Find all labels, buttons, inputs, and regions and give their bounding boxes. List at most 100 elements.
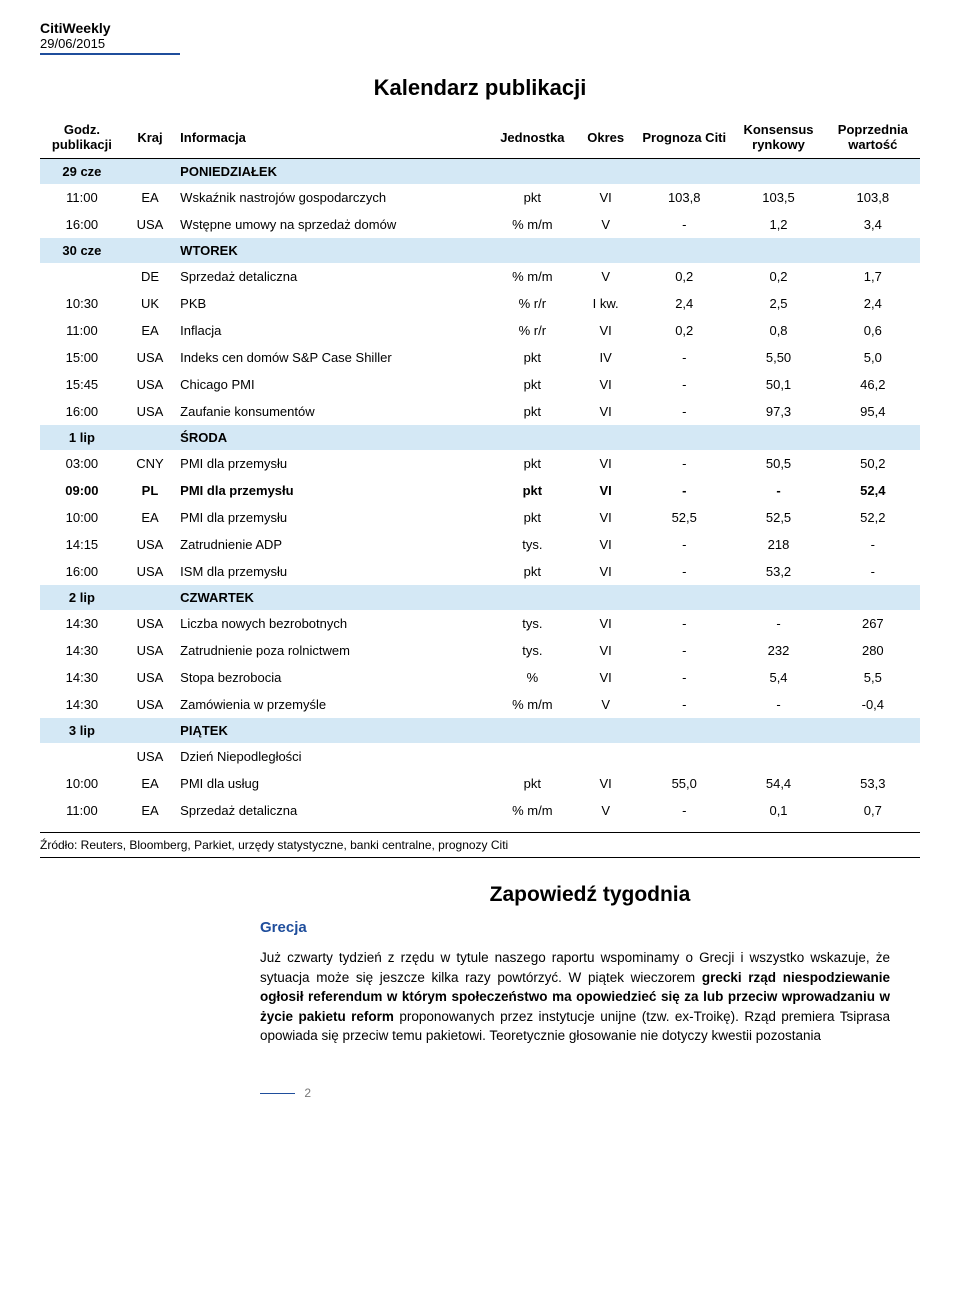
cell-time: 11:00 bbox=[40, 317, 124, 344]
cell-info: Wskaźnik nastrojów gospodarczych bbox=[176, 184, 490, 211]
cell-time: 03:00 bbox=[40, 450, 124, 477]
table-row: 15:45USAChicago PMIpktVI-50,146,2 bbox=[40, 371, 920, 398]
cell-time: 11:00 bbox=[40, 797, 124, 824]
cell-unit: pkt bbox=[490, 450, 574, 477]
calendar-table-body: 29 czePONIEDZIAŁEK11:00EAWskaźnik nastro… bbox=[40, 159, 920, 825]
cell-prognoza: - bbox=[637, 637, 731, 664]
table-row: 11:00EASprzedaż detaliczna% m/mV-0,10,7 bbox=[40, 797, 920, 824]
table-row: 14:30USAStopa bezrobocia%VI-5,45,5 bbox=[40, 664, 920, 691]
cell-time bbox=[40, 263, 124, 290]
cell-info: Wstępne umowy na sprzedaż domów bbox=[176, 211, 490, 238]
cell-poprzednia: - bbox=[826, 531, 920, 558]
cell-unit: pkt bbox=[490, 371, 574, 398]
cell-konsensus: 103,5 bbox=[731, 184, 825, 211]
cell-info: Indeks cen domów S&P Case Shiller bbox=[176, 344, 490, 371]
source-note: Źródło: Reuters, Bloomberg, Parkiet, urz… bbox=[40, 832, 920, 858]
cell-poprzednia: 46,2 bbox=[826, 371, 920, 398]
day-blank bbox=[574, 159, 637, 185]
cell-konsensus: 218 bbox=[731, 531, 825, 558]
cell-time bbox=[40, 743, 124, 770]
cell-konsensus: 1,2 bbox=[731, 211, 825, 238]
cell-konsensus: 54,4 bbox=[731, 770, 825, 797]
col-prognoza-header: Prognoza Citi bbox=[637, 116, 731, 159]
cell-poprzednia: 52,4 bbox=[826, 477, 920, 504]
cell-country: EA bbox=[124, 317, 176, 344]
cell-info: PMI dla usług bbox=[176, 770, 490, 797]
day-name: ŚRODA bbox=[176, 425, 490, 450]
day-blank bbox=[574, 238, 637, 263]
cell-poprzednia: 50,2 bbox=[826, 450, 920, 477]
day-date: 3 lip bbox=[40, 718, 124, 743]
cell-time: 14:30 bbox=[40, 664, 124, 691]
cell-country: UK bbox=[124, 290, 176, 317]
page-number: 2 bbox=[260, 1086, 920, 1100]
cell-period bbox=[574, 743, 637, 770]
day-blank bbox=[124, 425, 176, 450]
cell-period: VI bbox=[574, 610, 637, 637]
cell-prognoza: - bbox=[637, 477, 731, 504]
cell-konsensus: 0,8 bbox=[731, 317, 825, 344]
day-blank bbox=[574, 585, 637, 610]
table-row: 10:00EAPMI dla usługpktVI55,054,453,3 bbox=[40, 770, 920, 797]
day-header-row: 29 czePONIEDZIAŁEK bbox=[40, 159, 920, 185]
table-row: 14:30USAZamówienia w przemyśle% m/mV---0… bbox=[40, 691, 920, 718]
cell-info: Liczba nowych bezrobotnych bbox=[176, 610, 490, 637]
brand-name: CitiWeekly bbox=[40, 20, 920, 36]
page-number-line bbox=[260, 1093, 295, 1095]
cell-poprzednia: 0,6 bbox=[826, 317, 920, 344]
cell-prognoza: - bbox=[637, 371, 731, 398]
cell-period: VI bbox=[574, 477, 637, 504]
cell-period: VI bbox=[574, 664, 637, 691]
table-row: 14:30USAZatrudnienie poza rolnictwemtys.… bbox=[40, 637, 920, 664]
table-row: 14:15USAZatrudnienie ADPtys.VI-218- bbox=[40, 531, 920, 558]
cell-info: PMI dla przemysłu bbox=[176, 504, 490, 531]
cell-unit: pkt bbox=[490, 770, 574, 797]
cell-info: Zamówienia w przemyśle bbox=[176, 691, 490, 718]
cell-unit: pkt bbox=[490, 398, 574, 425]
day-header-row: 1 lipŚRODA bbox=[40, 425, 920, 450]
cell-unit: pkt bbox=[490, 477, 574, 504]
day-blank bbox=[637, 238, 731, 263]
day-blank bbox=[826, 425, 920, 450]
day-blank bbox=[490, 238, 574, 263]
cell-prognoza: - bbox=[637, 691, 731, 718]
cell-period: V bbox=[574, 691, 637, 718]
day-name: PIĄTEK bbox=[176, 718, 490, 743]
cell-unit: pkt bbox=[490, 558, 574, 585]
cell-country: USA bbox=[124, 211, 176, 238]
cell-unit: pkt bbox=[490, 344, 574, 371]
cell-time: 14:30 bbox=[40, 637, 124, 664]
cell-country: EA bbox=[124, 504, 176, 531]
cell-konsensus: 50,5 bbox=[731, 450, 825, 477]
cell-info: ISM dla przemysłu bbox=[176, 558, 490, 585]
cell-info: Dzień Niepodległości bbox=[176, 743, 490, 770]
section-paragraph: Już czwarty tydzień z rzędu w tytule nas… bbox=[260, 948, 890, 1046]
cell-info: PMI dla przemysłu bbox=[176, 450, 490, 477]
table-row: 14:30USALiczba nowych bezrobotnychtys.VI… bbox=[40, 610, 920, 637]
cell-period: VI bbox=[574, 504, 637, 531]
cell-info: Chicago PMI bbox=[176, 371, 490, 398]
cell-country: EA bbox=[124, 770, 176, 797]
cell-country: USA bbox=[124, 637, 176, 664]
cell-time: 16:00 bbox=[40, 398, 124, 425]
cell-poprzednia bbox=[826, 743, 920, 770]
col-konsensus-header: Konsensus rynkowy bbox=[731, 116, 825, 159]
day-header-row: 2 lipCZWARTEK bbox=[40, 585, 920, 610]
col-period-header: Okres bbox=[574, 116, 637, 159]
cell-konsensus bbox=[731, 743, 825, 770]
cell-info: Sprzedaż detaliczna bbox=[176, 263, 490, 290]
cell-konsensus: 97,3 bbox=[731, 398, 825, 425]
cell-poprzednia: 267 bbox=[826, 610, 920, 637]
page-number-value: 2 bbox=[304, 1086, 311, 1100]
cell-country: USA bbox=[124, 743, 176, 770]
cell-time: 09:00 bbox=[40, 477, 124, 504]
table-row: 03:00CNYPMI dla przemysłupktVI-50,550,2 bbox=[40, 450, 920, 477]
cell-konsensus: 53,2 bbox=[731, 558, 825, 585]
cell-poprzednia: 103,8 bbox=[826, 184, 920, 211]
cell-konsensus: 5,50 bbox=[731, 344, 825, 371]
day-blank bbox=[731, 718, 825, 743]
cell-period: VI bbox=[574, 637, 637, 664]
table-header-row: Godz. publikacji Kraj Informacja Jednost… bbox=[40, 116, 920, 159]
cell-unit: tys. bbox=[490, 531, 574, 558]
day-blank bbox=[124, 238, 176, 263]
